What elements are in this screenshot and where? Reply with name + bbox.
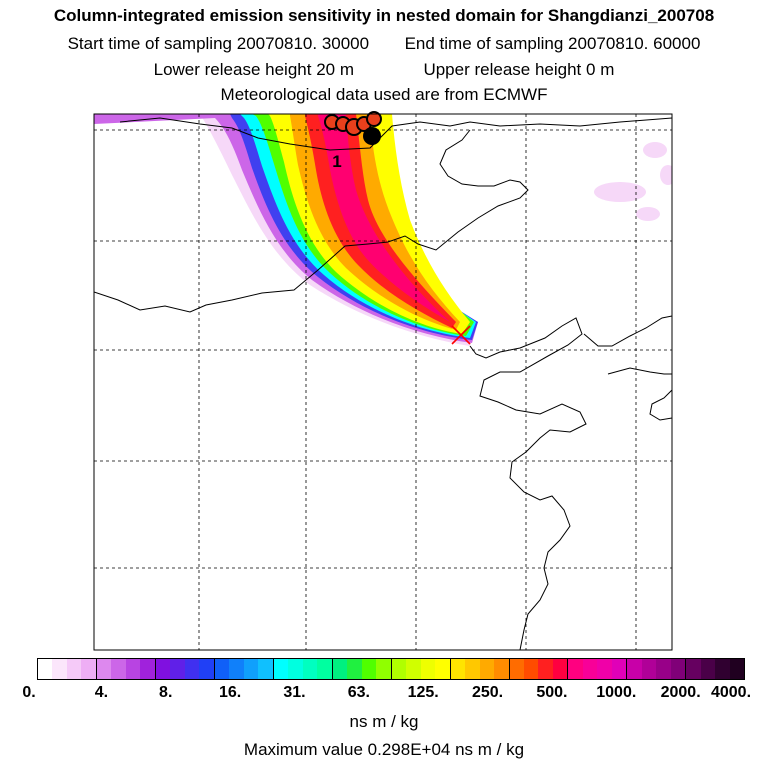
colorbar-segment bbox=[38, 659, 53, 679]
colorbar-tick-label: 1000. bbox=[596, 684, 637, 701]
colorbar-tick-label: 8. bbox=[159, 684, 173, 701]
end-sampling-value: 20070810. 60000 bbox=[568, 34, 701, 53]
colorbar-segment bbox=[154, 659, 171, 679]
colorbar-tick-label: 0. bbox=[22, 684, 36, 701]
colorbar-segment bbox=[435, 659, 450, 679]
colorbar-segment bbox=[700, 659, 716, 679]
colorbar-segment bbox=[170, 659, 185, 679]
colorbar-segment bbox=[229, 659, 244, 679]
colorbar-segment bbox=[331, 659, 348, 679]
colorbar-segment bbox=[538, 659, 553, 679]
colorbar-tick-label: 4000. bbox=[710, 684, 752, 701]
colorbar bbox=[37, 658, 745, 680]
colorbar-segment bbox=[302, 659, 318, 679]
colorbar-segment bbox=[258, 659, 273, 679]
colorbar-tick-label: 2000. bbox=[660, 684, 701, 701]
upper-release-label: Upper release height bbox=[423, 60, 582, 79]
colorbar-segment bbox=[582, 659, 598, 679]
lower-release-value: 20 m bbox=[316, 60, 354, 79]
colorbar-tick-label: 31. bbox=[283, 684, 306, 701]
colorbar-segment bbox=[641, 659, 657, 679]
colorbar-segment bbox=[213, 659, 230, 679]
colorbar-segment bbox=[508, 659, 524, 679]
colorbar-segment bbox=[552, 659, 568, 679]
colorbar-segment bbox=[567, 659, 583, 679]
colorbar-segment bbox=[184, 659, 200, 679]
colorbar-segment bbox=[361, 659, 377, 679]
colorbar-tick-label: 63. bbox=[347, 684, 370, 701]
receptor-marker bbox=[451, 325, 471, 345]
colorbar-segment bbox=[66, 659, 82, 679]
colorbar-segment bbox=[479, 659, 495, 679]
colorbar-segment bbox=[494, 659, 509, 679]
colorbar-tick-label: 250. bbox=[471, 684, 504, 701]
colorbar-segment bbox=[81, 659, 96, 679]
plot-title: Column-integrated emission sensitivity i… bbox=[53, 6, 715, 25]
colorbar-segment bbox=[288, 659, 303, 679]
trajectory-dot-final bbox=[363, 127, 381, 145]
colorbar-segment bbox=[125, 659, 141, 679]
colorbar-segment bbox=[52, 659, 67, 679]
colorbar-segment bbox=[95, 659, 112, 679]
colorbar-segment bbox=[199, 659, 214, 679]
colorbar-segment bbox=[685, 659, 701, 679]
colorbar-segment bbox=[626, 659, 642, 679]
colorbar-segment bbox=[376, 659, 391, 679]
release-heights: Lower release height 20 m Upper release … bbox=[0, 60, 768, 80]
colorbar-segment bbox=[449, 659, 466, 679]
meteo-source: Meteorological data used are from ECMWF bbox=[220, 85, 548, 104]
colorbar-segment bbox=[465, 659, 480, 679]
colorbar-segment bbox=[111, 659, 126, 679]
colorbar-segment bbox=[523, 659, 539, 679]
colorbar-segment bbox=[406, 659, 421, 679]
start-sampling-value: 20070810. 30000 bbox=[236, 34, 370, 53]
coastlines bbox=[94, 117, 672, 650]
colorbar-segment bbox=[729, 659, 745, 679]
faint-patch bbox=[594, 182, 646, 202]
sampling-times: Start time of sampling 20070810. 30000 E… bbox=[0, 34, 768, 54]
colorbar-tick-labels: 0. 4. 8. 16. 31. 63. 125. 250. 500. 1000. 2000. 400… bbox=[0, 684, 768, 706]
colorbar-segment bbox=[140, 659, 155, 679]
colorbar-segment bbox=[597, 659, 612, 679]
colorbar-tick-label: 125. bbox=[407, 684, 439, 701]
faint-patch bbox=[660, 165, 672, 185]
map-frame bbox=[93, 113, 673, 651]
colorbar-segment bbox=[390, 659, 407, 679]
end-sampling-label: End time of sampling bbox=[404, 34, 564, 53]
colorbar-segment bbox=[317, 659, 332, 679]
upper-release-value: 0 m bbox=[586, 60, 615, 79]
colorbar-segment bbox=[420, 659, 436, 679]
colorbar-segment bbox=[347, 659, 362, 679]
faint-patch bbox=[643, 142, 667, 158]
trajectory-markers: 1 bbox=[324, 111, 471, 345]
colorbar-segment bbox=[670, 659, 686, 679]
start-sampling-label: Start time of sampling bbox=[67, 34, 232, 53]
grid-lines bbox=[94, 114, 672, 650]
colorbar-segment bbox=[611, 659, 627, 679]
plume-band-magenta bbox=[318, 114, 450, 322]
trajectory-dot bbox=[366, 111, 382, 127]
colorbar-units: ns m / kg bbox=[349, 712, 419, 731]
colorbar-segment bbox=[272, 659, 289, 679]
colorbar-segment bbox=[715, 659, 730, 679]
colorbar-tick-label: 16. bbox=[218, 684, 242, 701]
lower-release-label: Lower release height bbox=[153, 60, 312, 79]
maximum-value: Maximum value 0.298E+04 ns m / kg bbox=[243, 740, 525, 759]
colorbar-tick-label: 4. bbox=[94, 684, 109, 701]
emission-sensitivity-field bbox=[94, 114, 672, 346]
colorbar-tick-label: 500. bbox=[536, 684, 568, 701]
colorbar-segment bbox=[656, 659, 671, 679]
plume-cluster-label: 1 bbox=[332, 152, 341, 171]
faint-patch bbox=[636, 207, 660, 221]
colorbar-segment bbox=[243, 659, 259, 679]
